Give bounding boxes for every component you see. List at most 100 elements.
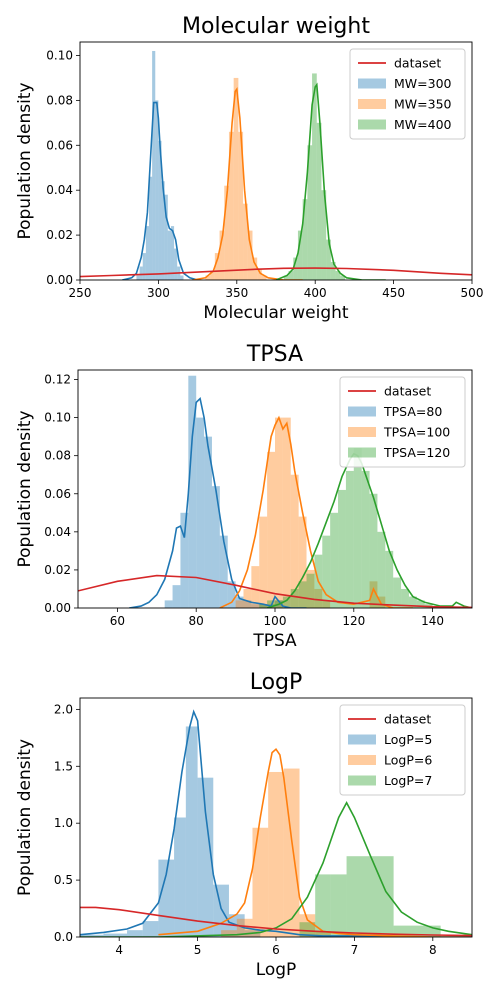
legend-label: LogP=6 xyxy=(384,753,432,768)
y-tick-label: 1.0 xyxy=(54,816,73,830)
histogram-bar xyxy=(219,535,228,608)
histogram-bar xyxy=(267,451,275,608)
legend-patch-swatch xyxy=(358,119,386,130)
y-tick-label: 0.0 xyxy=(54,930,73,944)
histogram-bar xyxy=(167,230,171,280)
x-tick-label: 250 xyxy=(69,286,92,300)
histogram-bar xyxy=(306,573,315,608)
y-axis-label: Population density xyxy=(15,410,35,567)
y-tick-label: 0.12 xyxy=(44,373,71,387)
histogram-bar xyxy=(259,516,268,608)
histogram-bar xyxy=(238,131,244,280)
histogram-bar xyxy=(259,604,268,608)
chart-panel-3: 4 5 6 7 8 0.0 0.5 1.0 1.5 2.0 LogP LogP Population d… xyxy=(15,670,473,980)
x-tick-label: 8 xyxy=(429,943,437,957)
x-tick-label: 300 xyxy=(147,286,170,300)
legend-label: LogP=5 xyxy=(384,732,432,747)
histogram-bar xyxy=(345,470,354,608)
histogram-bar xyxy=(416,600,425,608)
histogram-bar xyxy=(353,448,362,608)
histogram-bar xyxy=(172,585,181,608)
histogram-bar xyxy=(377,531,386,608)
histogram-bar xyxy=(243,600,252,608)
histogram-bar xyxy=(164,194,168,280)
histogram-bar xyxy=(174,817,186,937)
x-tick-label: 4 xyxy=(115,943,123,957)
histogram-bar xyxy=(322,535,331,608)
y-tick-label: 0.02 xyxy=(44,563,71,577)
y-tick-label: 0.08 xyxy=(46,93,73,107)
x-tick-label: 400 xyxy=(304,286,327,300)
chart-panel-2: 60 80 100 120 140 0.00 0.02 0.04 0.06 0.08 0.10 0.1… xyxy=(15,342,473,651)
histogram-bar xyxy=(142,921,159,937)
histogram-bar xyxy=(161,181,165,280)
x-tick-label: 500 xyxy=(461,286,484,300)
histogram-bar xyxy=(393,577,402,608)
chart-title: TPSA xyxy=(246,342,303,367)
histogram-bar xyxy=(297,230,303,280)
histogram-bar xyxy=(196,417,205,608)
histogram-bar xyxy=(235,600,244,608)
legend-box xyxy=(339,376,466,468)
histogram-bar xyxy=(243,588,252,608)
legend-label: LogP=7 xyxy=(384,773,432,788)
histogram-bar xyxy=(158,140,162,280)
histogram-bar xyxy=(290,588,299,608)
dataset-line xyxy=(80,906,472,937)
y-tick-label: 0.02 xyxy=(46,228,73,242)
y-tick-label: 2.0 xyxy=(54,702,73,716)
kde-line xyxy=(122,101,198,280)
legend-patch-swatch xyxy=(348,447,376,458)
histogram-bar xyxy=(152,50,156,280)
y-tick-label: 0.00 xyxy=(44,601,71,615)
histogram-bar xyxy=(326,239,331,280)
histogram-bar xyxy=(401,588,409,608)
histogram-bar xyxy=(408,596,417,608)
x-axis-label: TPSA xyxy=(252,631,297,651)
histogram-bar xyxy=(211,486,220,608)
x-axis-label: LogP xyxy=(256,960,297,980)
chart-panel-1: 250 300 350 400 450 500 0.00 0.02 0.04 0.06 0.08 0.… xyxy=(15,14,483,323)
histogram-bar xyxy=(321,190,327,280)
histogram-bar xyxy=(227,581,236,608)
histogram-bar xyxy=(369,581,378,608)
y-tick-label: 0.10 xyxy=(44,411,71,425)
histogram-bar xyxy=(164,600,173,608)
legend-patch-swatch xyxy=(358,99,386,109)
histogram-bar xyxy=(261,275,267,280)
histogram-bar xyxy=(247,230,253,280)
histogram-bar xyxy=(340,275,345,280)
histogram-bar xyxy=(188,375,197,608)
histogram-bar xyxy=(180,512,189,608)
histogram-bar xyxy=(145,226,149,280)
legend: dataset MW=300 MW=350 MW=400 xyxy=(349,48,466,140)
y-tick-label: 0.06 xyxy=(46,138,73,152)
legend-label: dataset xyxy=(394,56,441,71)
chart-title: Molecular weight xyxy=(182,14,370,39)
histogram-bar xyxy=(283,275,289,280)
kde-line xyxy=(129,397,307,608)
legend: dataset TPSA=80 TPSA=100 TPSA=120 xyxy=(339,376,466,468)
kde-line xyxy=(80,709,472,937)
histogram-bar xyxy=(315,931,331,937)
histogram-bar xyxy=(219,230,225,280)
histogram-bar xyxy=(139,266,143,280)
y-tick-label: 0.00 xyxy=(46,273,73,287)
histogram-bar xyxy=(148,176,153,280)
histogram-bar xyxy=(197,777,214,937)
kde-line xyxy=(80,800,472,937)
dataset-line xyxy=(80,267,472,278)
histogram-bar xyxy=(80,934,104,937)
legend: dataset LogP=5 LogP=6 LogP=7 xyxy=(339,704,466,796)
legend-label: TPSA=100 xyxy=(383,425,450,440)
histogram-bar xyxy=(243,203,248,280)
histogram-bar xyxy=(282,417,291,608)
histogram-bar xyxy=(252,827,269,937)
histogram-bar xyxy=(385,550,394,608)
legend-label: dataset xyxy=(384,712,431,727)
legend-patch-swatch xyxy=(348,734,376,745)
legend-label: TPSA=120 xyxy=(383,445,450,460)
histogram-bar xyxy=(251,566,260,608)
histogram-bar xyxy=(127,930,143,937)
histogram-bar xyxy=(335,271,341,280)
